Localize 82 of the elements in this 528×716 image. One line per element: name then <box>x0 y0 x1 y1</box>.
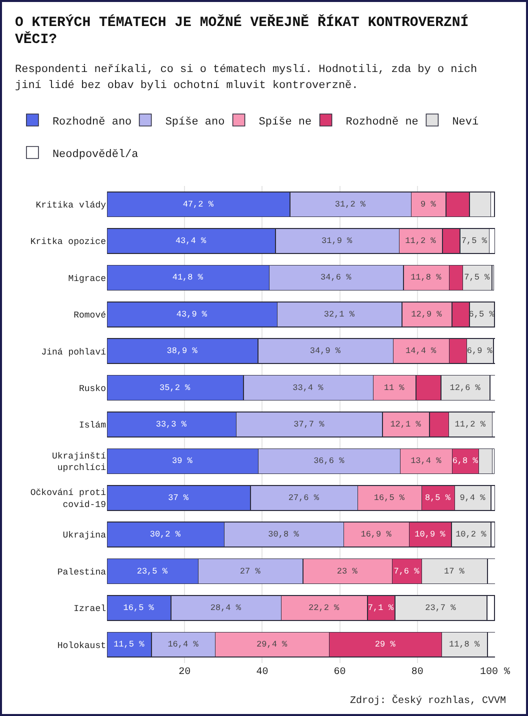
data-label: 11 % <box>384 382 406 393</box>
data-label: 38,9 % <box>166 346 198 356</box>
data-label: 34,6 % <box>320 272 352 283</box>
y-tick-label: Izrael <box>74 604 106 614</box>
data-label: 14,4 % <box>406 346 438 356</box>
y-tick-label: Migrace <box>68 274 106 284</box>
data-label: 7,5 % <box>461 236 488 246</box>
data-label: 6,8 % <box>452 456 479 466</box>
y-tick-label: Ukrajinští uprchlíci <box>52 451 106 474</box>
x-tick-label: 20 <box>178 667 191 678</box>
data-label: 7,1 % <box>368 602 394 613</box>
data-label: 11,2 % <box>454 420 486 430</box>
data-label: 16,5 % <box>123 602 155 613</box>
data-label: 36,6 % <box>314 456 346 466</box>
legend-label: Spíše ano <box>165 116 225 128</box>
x-tick-label: 80 <box>411 667 424 678</box>
data-label: 30,8 % <box>268 530 300 540</box>
chart-subtitle: Respondenti neříkali, co si o tématech myslí. Hodnotili, zda by o nich jiní lidé bez obav byli ochotní mluvit kontroverzně. <box>15 63 478 94</box>
data-label: 29 % <box>374 640 396 650</box>
data-label: 16,4 % <box>168 640 200 650</box>
x-tick-label: 100 % <box>480 667 510 678</box>
data-label: 34,9 % <box>310 346 342 356</box>
data-label: 32,1 % <box>324 309 356 320</box>
data-label: 7,5 % <box>464 272 491 283</box>
data-label: 17 % <box>444 566 466 576</box>
y-tick-label: Jiná pohlaví <box>41 347 106 358</box>
data-label: 43,4 % <box>175 236 207 246</box>
legend-label: Spíše ne <box>258 116 312 128</box>
x-tick-label: 40 <box>256 667 268 678</box>
data-label: 37,7 % <box>294 420 326 430</box>
data-label: 16,9 % <box>360 530 392 540</box>
data-label: 16,5 % <box>374 492 406 503</box>
data-label: 12,9 % <box>411 309 443 320</box>
data-label: 9,4 % <box>460 492 486 503</box>
chart-title: O KTERÝCH TÉMATECH JE MOŽNÉ VEŘEJNĚ ŘÍKAT KONTROVERZNÍ VĚCI? <box>15 15 470 49</box>
data-label: 23 % <box>336 566 358 576</box>
data-label: 11,8 % <box>448 640 480 650</box>
data-label: 27 % <box>240 566 262 576</box>
data-label: 10,9 % <box>414 530 446 540</box>
y-tick-label: Ukrajina <box>62 530 107 541</box>
data-label: 13,4 % <box>410 456 442 466</box>
legend-label: Neví <box>452 116 480 128</box>
data-label: 29,4 % <box>256 640 288 650</box>
data-label: 27,6 % <box>288 492 320 503</box>
y-tick-label: Palestina <box>57 567 107 578</box>
data-label: 8,5 % <box>424 492 452 503</box>
data-label: 43,9 % <box>176 309 208 320</box>
data-label: 11,5 % <box>114 640 146 650</box>
legend-label: Rozhodně ne <box>346 116 418 128</box>
data-label: 10,2 % <box>456 530 488 540</box>
data-label: 22,2 % <box>308 602 340 613</box>
data-label: 11,2 % <box>405 236 437 246</box>
data-label: 7,6 % <box>394 566 420 576</box>
data-label: 31,2 % <box>334 199 366 210</box>
y-tick-label: Islám <box>78 420 106 431</box>
data-label: 12,1 % <box>390 420 422 430</box>
data-label: 23,5 % <box>136 566 168 576</box>
data-label: 41,8 % <box>172 272 204 283</box>
data-label: 28,4 % <box>210 602 242 613</box>
data-label: 12,6 % <box>450 382 482 393</box>
data-label: 39 % <box>172 456 194 466</box>
data-label: 23,7 % <box>425 602 457 613</box>
data-label: 33,4 % <box>292 382 324 393</box>
data-label: 33,3 % <box>156 420 188 430</box>
y-tick-label: Kritka opozice <box>30 237 106 248</box>
data-label: 11,8 % <box>410 272 442 283</box>
y-tick-label: Holokaust <box>57 640 106 651</box>
legend-label: Rozhodně ano <box>52 116 132 128</box>
data-label: 9 % <box>420 199 437 210</box>
data-label: 6,9 % <box>466 346 494 356</box>
y-tick-label: Kritika vlády <box>36 200 107 210</box>
data-label: 37 % <box>168 492 190 503</box>
data-label: 47,2 % <box>182 199 214 210</box>
data-label: 31,9 % <box>322 236 354 246</box>
text: Zdroj: Český rozhlas, CVVM <box>350 694 506 707</box>
data-label: 30,2 % <box>150 530 182 540</box>
legend-label: Neodpověděl/a <box>52 148 139 161</box>
y-tick-label: Romové <box>74 310 106 321</box>
y-tick-label: Očkování proti covid-19 <box>30 488 106 510</box>
y-tick-label: Rusko <box>78 384 106 394</box>
x-tick-label: 60 <box>334 667 346 678</box>
data-label: 35,2 % <box>160 382 192 393</box>
